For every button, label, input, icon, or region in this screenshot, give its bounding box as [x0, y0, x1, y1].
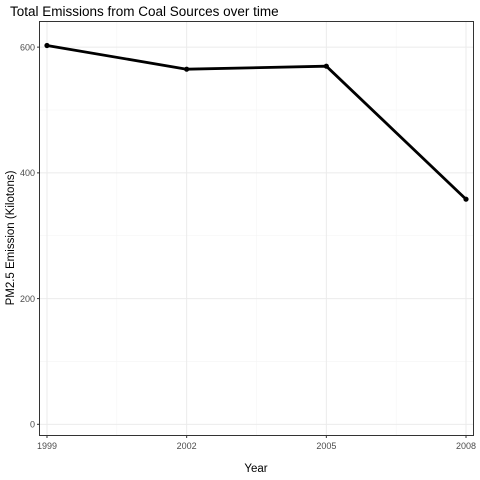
x-axis-title: Year: [244, 463, 267, 475]
data-point: [184, 66, 190, 72]
y-tick-label: 400: [20, 168, 35, 178]
x-tick-label: 2005: [316, 441, 336, 451]
series-layer: [44, 42, 469, 202]
chart-title: Total Emissions from Coal Sources over t…: [10, 4, 279, 19]
x-tick-label: 2002: [177, 441, 197, 451]
grid: [40, 22, 473, 435]
data-point: [323, 63, 329, 69]
x-tick-label: 2008: [456, 441, 476, 451]
y-tick-label: 0: [30, 420, 35, 430]
plot-panel-border: [39, 21, 474, 436]
y-axis-title: PM2.5 Emission (Kilotons): [5, 170, 17, 305]
data-point: [463, 196, 469, 202]
x-tick-label: 1999: [37, 441, 57, 451]
y-axis: 0 200 400 600: [20, 42, 40, 430]
x-axis: 1999 2002 2005 2008: [37, 435, 476, 451]
y-tick-label: 200: [20, 294, 35, 304]
data-point: [44, 42, 50, 49]
series-line: [45, 44, 468, 201]
y-tick-label: 600: [20, 42, 35, 52]
